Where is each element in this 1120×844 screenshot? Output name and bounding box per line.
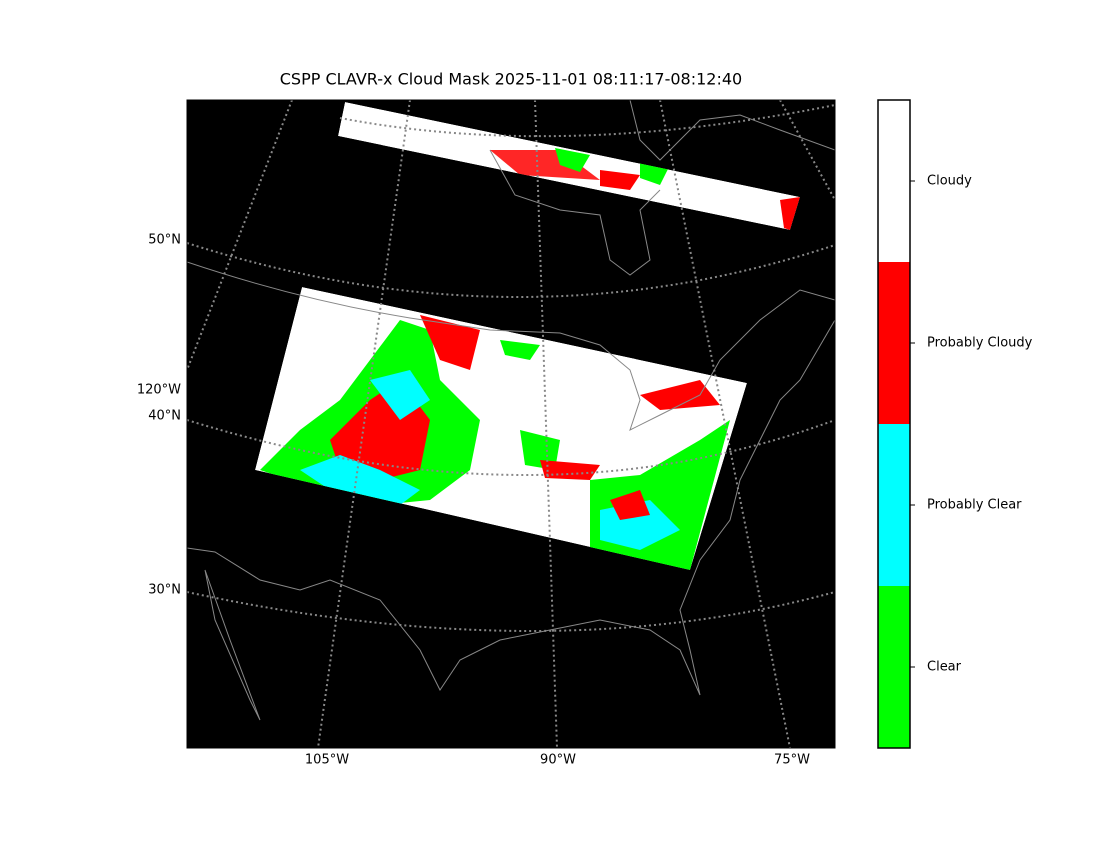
colorbar-segment — [878, 424, 910, 586]
lon-label: 75°W — [774, 753, 810, 768]
swath-north — [338, 102, 800, 230]
map-frame — [186, 99, 836, 749]
swath-main — [255, 287, 747, 570]
graticule — [187, 100, 835, 748]
coastline — [489, 149, 661, 276]
cloud-patch — [420, 315, 480, 370]
coastline — [204, 569, 261, 721]
colorbar-label: Probably Clear — [927, 498, 1022, 513]
lon-label: 90°W — [540, 753, 576, 768]
colorbar-label: Probably Cloudy — [927, 336, 1033, 351]
longitude-line — [187, 100, 293, 371]
cloud-patch — [540, 460, 600, 480]
colorbar-frame — [877, 99, 911, 749]
longitude-line — [317, 100, 411, 748]
cloud-patch — [555, 148, 590, 172]
longitude-line — [779, 100, 835, 201]
lat-label: 30°N — [148, 583, 181, 598]
longitude-line — [534, 100, 558, 748]
cloud-patch — [610, 490, 650, 520]
border — [187, 261, 835, 431]
cloud-patch — [300, 455, 420, 505]
cloud-patch — [490, 150, 600, 180]
cloud-patch — [500, 340, 540, 360]
cloud-patch — [520, 430, 560, 470]
lat-label: 50°N — [148, 233, 181, 248]
latitude-line — [187, 419, 835, 476]
coastline — [629, 100, 835, 161]
colorbar-segment — [878, 100, 910, 262]
colorbar-segment — [878, 586, 910, 748]
latitude-line — [187, 242, 835, 298]
coastlines — [187, 100, 835, 721]
colorbar: Cloudy Probably Cloudy Probably Clear Clear — [877, 99, 1033, 749]
lon-label: 120°W — [137, 383, 181, 398]
colorbar-label: Clear — [927, 660, 962, 675]
latitude-line — [187, 591, 835, 632]
colorbar-segment — [878, 262, 910, 424]
lon-label: 105°W — [305, 753, 349, 768]
longitude-line — [659, 100, 791, 748]
coastline — [187, 319, 835, 696]
colorbar-label: Cloudy — [927, 174, 972, 189]
lat-label: 40°N — [148, 409, 181, 424]
cloud-patch — [780, 197, 800, 230]
cloud-patch — [370, 370, 430, 420]
cloud-patch — [600, 170, 640, 190]
cloud-patch — [640, 380, 720, 410]
map-title: CSPP CLAVR-x Cloud Mask 2025-11-01 08:11… — [280, 70, 742, 89]
map — [187, 100, 835, 748]
